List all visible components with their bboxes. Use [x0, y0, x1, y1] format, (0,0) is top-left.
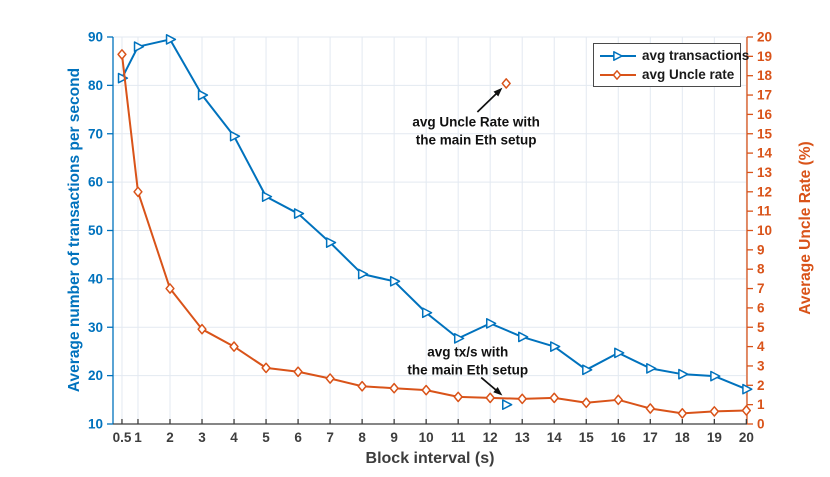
- svg-text:20: 20: [757, 30, 772, 45]
- svg-text:0.5: 0.5: [113, 430, 132, 445]
- svg-text:40: 40: [88, 271, 103, 286]
- x-axis-label: Block interval (s): [365, 450, 495, 467]
- svg-text:5: 5: [757, 320, 765, 335]
- svg-text:5: 5: [262, 430, 270, 445]
- svg-text:18: 18: [675, 430, 691, 445]
- legend: avg transactions avg Uncle rate: [593, 43, 749, 87]
- svg-text:20: 20: [88, 368, 103, 383]
- svg-text:19: 19: [707, 430, 722, 445]
- svg-text:3: 3: [757, 358, 765, 373]
- legend-label: avg Uncle rate: [642, 67, 735, 82]
- svg-text:1: 1: [134, 430, 142, 445]
- svg-text:15: 15: [579, 430, 595, 445]
- svg-text:16: 16: [611, 430, 627, 445]
- legend-item-avg-uncle-rate: avg Uncle rate: [598, 65, 736, 84]
- svg-text:14: 14: [547, 430, 563, 445]
- svg-text:6: 6: [757, 300, 765, 315]
- svg-text:18: 18: [757, 68, 773, 83]
- svg-text:70: 70: [88, 126, 103, 141]
- svg-text:17: 17: [757, 88, 772, 103]
- svg-text:15: 15: [757, 126, 773, 141]
- svg-text:17: 17: [643, 430, 658, 445]
- annotation-uncle-rate-main-eth: avg Uncle Rate with the main Eth setup: [412, 114, 540, 148]
- svg-text:6: 6: [294, 430, 302, 445]
- svg-text:10: 10: [757, 223, 772, 238]
- svg-text:8: 8: [358, 430, 366, 445]
- svg-text:19: 19: [757, 49, 772, 64]
- svg-text:12: 12: [483, 430, 498, 445]
- svg-text:14: 14: [757, 146, 773, 161]
- svg-text:20: 20: [739, 430, 754, 445]
- svg-text:4: 4: [230, 430, 238, 445]
- svg-text:3: 3: [198, 430, 206, 445]
- svg-text:2: 2: [757, 378, 765, 393]
- svg-text:0: 0: [757, 417, 765, 432]
- svg-text:9: 9: [390, 430, 398, 445]
- svg-text:80: 80: [88, 78, 103, 93]
- svg-text:11: 11: [451, 430, 466, 445]
- svg-text:4: 4: [757, 339, 765, 354]
- svg-text:11: 11: [757, 204, 772, 219]
- legend-item-avg-transactions: avg transactions: [598, 46, 749, 65]
- svg-text:10: 10: [88, 417, 103, 432]
- annotation-txs-main-eth: avg tx/s with the main Eth setup: [407, 344, 529, 378]
- avg-transactions-line-sample: [600, 50, 636, 61]
- svg-text:50: 50: [88, 223, 103, 238]
- svg-text:10: 10: [419, 430, 434, 445]
- svg-text:7: 7: [326, 430, 334, 445]
- y-axis-label-left: Average number of transactions per secon…: [66, 67, 83, 393]
- svg-text:9: 9: [757, 242, 765, 257]
- svg-text:8: 8: [757, 262, 765, 277]
- y-axis-label-right: Average Uncle Rate (%): [797, 141, 814, 315]
- svg-text:90: 90: [88, 30, 103, 45]
- svg-text:60: 60: [88, 175, 103, 190]
- svg-text:30: 30: [88, 320, 103, 335]
- svg-text:12: 12: [757, 184, 772, 199]
- svg-text:2: 2: [166, 430, 174, 445]
- svg-text:13: 13: [515, 430, 531, 445]
- avg-uncle-rate-line-sample: [600, 69, 636, 80]
- svg-text:7: 7: [757, 281, 765, 296]
- svg-text:13: 13: [757, 165, 773, 180]
- legend-label: avg transactions: [642, 48, 750, 63]
- svg-text:1: 1: [757, 397, 765, 412]
- svg-text:16: 16: [757, 107, 773, 122]
